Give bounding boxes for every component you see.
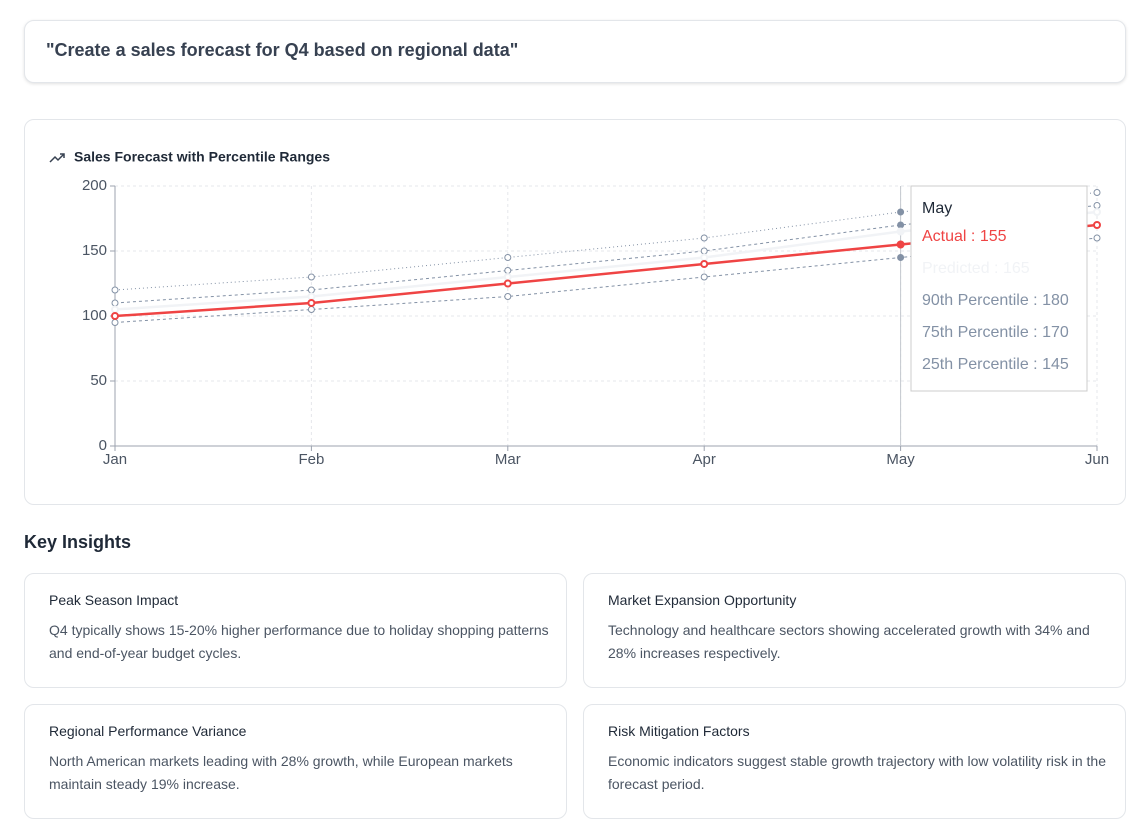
data-point	[504, 267, 512, 274]
chart-title: Sales Forecast with Percentile Ranges	[74, 149, 330, 165]
data-point	[896, 240, 905, 249]
insight-card: Regional Performance Variance North Ameri…	[24, 704, 567, 819]
data-point	[1093, 221, 1101, 229]
chart: Sales Forecast with Percentile Ranges 0 5…	[49, 149, 1109, 468]
data-point	[307, 299, 316, 307]
x-tick-label: May	[886, 451, 915, 468]
tooltip-row: Actual : 155	[922, 228, 1007, 245]
series-line	[114, 237, 1098, 323]
insight-card: Peak Season Impact Q4 typically shows 15-…	[24, 573, 567, 688]
insight-card: Market Expansion Opportunity Technology a…	[583, 573, 1126, 688]
data-point	[700, 234, 708, 242]
data-point	[897, 208, 905, 216]
data-point	[504, 254, 512, 261]
insight-title: Regional Performance Variance	[49, 723, 247, 739]
insight-card: Risk Mitigation Factors Economic indicato…	[583, 704, 1126, 819]
data-point	[307, 306, 315, 313]
tooltip-sep: :	[990, 260, 1003, 277]
data-point	[111, 305, 119, 314]
insights-heading: Key Insights	[24, 532, 132, 552]
insight-text: North American markets leading with 28% …	[49, 753, 513, 792]
tooltip-sep: :	[966, 228, 979, 245]
tooltip-sep: :	[1029, 324, 1042, 341]
tooltip-name: 75th Percentile	[922, 324, 1029, 341]
chart-card: Sales Forecast with Percentile Ranges 0 5…	[24, 119, 1126, 505]
x-tick-label: Mar	[495, 451, 521, 468]
x-tick-label: Apr	[693, 451, 716, 468]
data-point	[111, 319, 119, 326]
tooltip-value: 145	[1042, 356, 1069, 373]
insight-text: Technology and healthcare sectors showin…	[608, 622, 1090, 661]
y-tick-label: 50	[90, 372, 107, 389]
data-point	[897, 221, 905, 229]
tooltip-name: Actual	[922, 228, 966, 245]
insight-title: Market Expansion Opportunity	[608, 592, 797, 608]
data-point	[307, 292, 316, 301]
data-point	[1093, 202, 1101, 209]
insight-title: Risk Mitigation Factors	[608, 723, 750, 739]
tooltip-name: 25th Percentile	[922, 356, 1029, 373]
data-point	[1093, 208, 1101, 216]
trend-icon	[49, 153, 65, 163]
tooltip-value: 170	[1042, 324, 1069, 341]
data-point	[896, 227, 905, 236]
tooltip-sep: :	[1029, 356, 1042, 373]
tooltip-name: 90th Percentile	[922, 292, 1029, 309]
tooltip-sep: :	[1029, 292, 1042, 309]
y-tick-label: 0	[99, 437, 107, 454]
tooltip-row: Predicted : 165	[922, 260, 1030, 277]
data-point	[111, 312, 119, 320]
x-tick-label: Jun	[1085, 451, 1109, 468]
data-point	[111, 299, 119, 307]
data-point	[503, 273, 512, 281]
data-point	[1093, 234, 1101, 242]
tooltip-label: May	[922, 200, 952, 217]
y-tick-label: 100	[82, 307, 107, 324]
data-point	[700, 273, 708, 281]
data-point	[307, 286, 315, 294]
tooltip-row: 90th Percentile : 180	[922, 292, 1069, 309]
tooltip-value: 180	[1042, 292, 1069, 309]
y-tick-label: 200	[82, 177, 107, 194]
tooltip-value: 165	[1003, 260, 1030, 277]
prompt-text: "Create a sales forecast for Q4 based on…	[46, 40, 519, 60]
insight-text: Q4 typically shows 15-20% higher perform…	[49, 622, 549, 661]
data-point	[700, 260, 709, 268]
prompt-card: "Create a sales forecast for Q4 based on…	[24, 20, 1126, 83]
series-line	[114, 192, 1098, 291]
data-point	[897, 254, 905, 261]
insight-text: Economic indicators suggest stable growt…	[608, 753, 1106, 792]
data-point	[111, 286, 119, 294]
insight-title: Peak Season Impact	[49, 592, 179, 608]
data-point	[504, 293, 512, 300]
data-point	[700, 253, 709, 262]
data-point	[700, 247, 708, 255]
data-point	[1093, 189, 1101, 196]
x-tick-label: Feb	[298, 451, 324, 468]
tooltip-name: Predicted	[922, 260, 990, 277]
tooltip-value: 155	[980, 228, 1007, 245]
tooltip-row: 75th Percentile : 170	[922, 324, 1069, 341]
y-tick-label: 150	[82, 242, 107, 259]
tooltip	[910, 185, 1088, 392]
data-point	[307, 273, 315, 281]
tooltip-row: 25th Percentile : 145	[922, 356, 1069, 373]
x-tick-label: Jan	[103, 451, 127, 468]
data-point	[503, 279, 512, 288]
